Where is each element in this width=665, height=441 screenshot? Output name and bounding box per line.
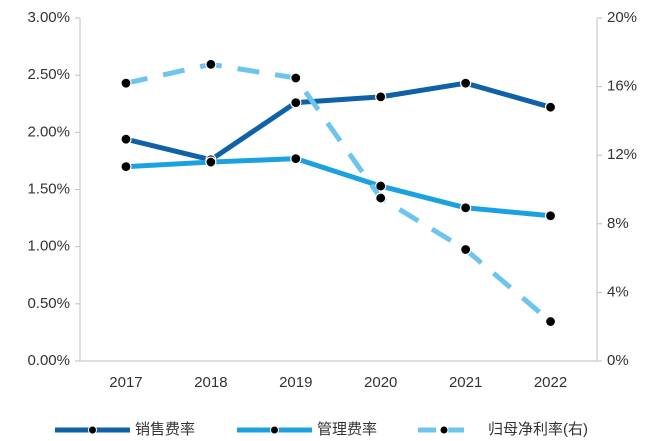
x-tick-label: 2021 <box>449 374 482 391</box>
x-tick-label: 2019 <box>279 374 312 391</box>
series-line <box>125 156 551 219</box>
y2-tick-label: 20% <box>607 9 637 26</box>
series-line <box>125 80 552 163</box>
point-marker <box>205 58 217 70</box>
point-marker <box>120 161 132 173</box>
y-tick-label: 0.50% <box>27 295 70 312</box>
y2-tick-label: 0% <box>607 352 629 369</box>
point-marker <box>544 101 557 113</box>
point-marker <box>120 133 132 145</box>
y-tick-label: 1.50% <box>27 180 70 197</box>
point-marker <box>290 97 302 109</box>
point-marker <box>205 156 217 168</box>
y-tick-label: 2.00% <box>27 123 70 140</box>
y-tick-label: 3.00% <box>27 9 70 26</box>
point-marker <box>375 180 387 192</box>
y2-tick-label: 8% <box>607 215 629 232</box>
point-marker <box>544 315 557 328</box>
x-tick-label: 2018 <box>194 374 227 391</box>
point-marker <box>544 210 557 222</box>
x-tick-label: 2017 <box>109 374 142 391</box>
y-tick-label: 2.50% <box>27 66 70 83</box>
x-tick-label: 2022 <box>534 374 567 391</box>
point-marker <box>460 77 472 89</box>
point-marker <box>375 192 387 204</box>
legend-marker <box>270 425 279 435</box>
point-marker <box>375 91 387 103</box>
y2-tick-label: 12% <box>607 146 637 163</box>
y2-tick-label: 16% <box>607 78 637 95</box>
y2-tick-label: 4% <box>607 283 629 300</box>
series-line <box>125 61 553 324</box>
legend-marker <box>439 425 449 435</box>
legend-label: 销售费率 <box>135 421 195 438</box>
point-marker <box>120 77 132 89</box>
y-tick-label: 0.00% <box>27 352 70 369</box>
point-marker <box>290 153 302 165</box>
x-tick-label: 2020 <box>364 374 397 391</box>
legend-label: 管理费率 <box>317 421 377 438</box>
legend-label: 归母净利率(右) <box>488 421 588 438</box>
legend-marker <box>88 425 97 435</box>
point-marker <box>290 72 302 84</box>
point-marker <box>460 243 472 256</box>
point-marker <box>460 202 472 214</box>
y-tick-label: 1.00% <box>27 238 70 255</box>
